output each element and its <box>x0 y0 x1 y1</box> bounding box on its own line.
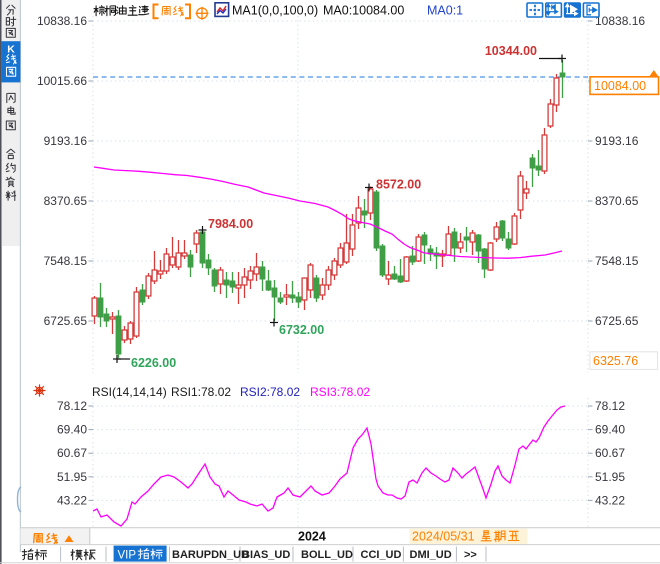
svg-text:9193.16: 9193.16 <box>44 134 88 148</box>
svg-text:RSI(14,14,14): RSI(14,14,14) <box>92 385 167 399</box>
svg-text:10084.00: 10084.00 <box>594 79 646 93</box>
svg-text:6226.00: 6226.00 <box>131 356 176 370</box>
svg-text:BARUPDN_UD: BARUPDN_UD <box>172 549 249 561</box>
svg-text:9193.16: 9193.16 <box>595 134 639 148</box>
svg-text:CCI_UD: CCI_UD <box>361 549 402 561</box>
svg-text:8370.65: 8370.65 <box>44 194 88 208</box>
svg-text:RSI3:78.02: RSI3:78.02 <box>310 385 370 399</box>
svg-text:RSI2:78.02: RSI2:78.02 <box>240 385 300 399</box>
svg-text:43.22: 43.22 <box>595 493 625 507</box>
svg-text:RSI1:78.02: RSI1:78.02 <box>171 385 231 399</box>
svg-text:60.67: 60.67 <box>595 446 625 460</box>
svg-text:78.12: 78.12 <box>57 399 87 413</box>
svg-text:10838.16: 10838.16 <box>595 14 645 28</box>
svg-text:43.22: 43.22 <box>57 493 87 507</box>
svg-text:51.95: 51.95 <box>595 470 625 484</box>
svg-text:60.67: 60.67 <box>57 446 87 460</box>
svg-text:7548.15: 7548.15 <box>595 254 639 268</box>
svg-text:10838.16: 10838.16 <box>37 14 87 28</box>
svg-text:MA0:1: MA0:1 <box>427 4 463 18</box>
svg-text:69.40: 69.40 <box>57 423 87 437</box>
svg-text:8572.00: 8572.00 <box>376 178 421 192</box>
svg-text:6725.65: 6725.65 <box>595 314 639 328</box>
svg-text:7548.15: 7548.15 <box>44 254 88 268</box>
svg-text:BIAS_UD: BIAS_UD <box>242 549 290 561</box>
svg-text:6325.76: 6325.76 <box>593 354 638 368</box>
svg-text:51.95: 51.95 <box>57 470 87 484</box>
svg-text:MA0:10084.00: MA0:10084.00 <box>323 4 404 18</box>
svg-text:2024: 2024 <box>298 530 326 544</box>
svg-text:6732.00: 6732.00 <box>279 323 324 337</box>
svg-text:MA1(0,0,100,0): MA1(0,0,100,0) <box>232 4 318 18</box>
svg-text:6725.65: 6725.65 <box>44 314 88 328</box>
svg-text:2024/05/31: 2024/05/31 <box>412 530 475 544</box>
svg-text:DMI_UD: DMI_UD <box>410 549 452 561</box>
svg-text:>>: >> <box>464 549 477 561</box>
svg-text:10015.66: 10015.66 <box>37 74 87 88</box>
svg-text:K: K <box>7 44 15 56</box>
svg-text:7984.00: 7984.00 <box>208 217 253 231</box>
svg-text:78.12: 78.12 <box>595 399 625 413</box>
svg-text:BOLL_UD: BOLL_UD <box>301 549 353 561</box>
svg-text:VIP: VIP <box>118 550 137 562</box>
svg-text:8370.65: 8370.65 <box>595 194 639 208</box>
svg-text:10344.00: 10344.00 <box>485 44 537 58</box>
svg-text:69.40: 69.40 <box>595 423 625 437</box>
